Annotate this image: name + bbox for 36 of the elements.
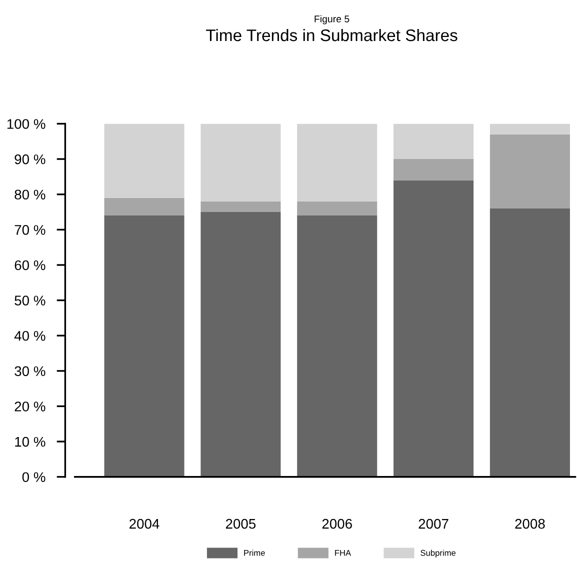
- y-tick-label: 100 %: [7, 119, 46, 129]
- bar: [200, 201, 281, 212]
- y-tick-label: 70 %: [14, 225, 46, 235]
- y-tick-label: 20 %: [14, 402, 46, 412]
- bar: [394, 124, 474, 160]
- legend-label: Subprime: [420, 550, 456, 558]
- bar: [394, 159, 474, 180]
- y-tick-label: 30 %: [14, 366, 46, 376]
- x-tick-label: 2008: [515, 518, 545, 529]
- y-tick-label: 60 %: [14, 260, 46, 270]
- bar: [104, 124, 184, 198]
- bar: [200, 212, 281, 477]
- bar: [490, 124, 570, 134]
- bar: [490, 208, 570, 477]
- bar: [104, 198, 184, 216]
- bar: [297, 124, 378, 202]
- bar: [200, 124, 281, 202]
- bar: [297, 201, 378, 216]
- chart-subtitle: Time Trends in Submarket Shares: [206, 28, 458, 42]
- x-tick-label: 2005: [226, 518, 256, 529]
- bar: [490, 134, 570, 208]
- x-tick-label: 2004: [130, 518, 160, 529]
- bar: [297, 216, 378, 477]
- legend-label: FHA: [335, 550, 352, 556]
- x-tick-label: 2006: [322, 518, 352, 529]
- bar: [394, 180, 474, 477]
- y-tick-label: 50 %: [14, 296, 46, 306]
- y-tick-label: 90 %: [14, 154, 46, 164]
- chart-title: Figure 5: [314, 15, 350, 24]
- legend-label: Prime: [244, 550, 265, 556]
- y-tick-label: 0 %: [22, 472, 46, 482]
- x-tick-label: 2007: [418, 518, 448, 529]
- y-tick-label: 10 %: [15, 436, 46, 447]
- y-tick-label: 40 %: [14, 330, 46, 341]
- bar: [104, 216, 184, 477]
- y-tick-label: 80 %: [14, 190, 46, 200]
